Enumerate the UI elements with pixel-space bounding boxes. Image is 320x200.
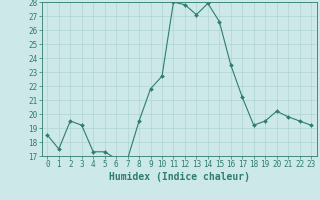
X-axis label: Humidex (Indice chaleur): Humidex (Indice chaleur) xyxy=(109,172,250,182)
